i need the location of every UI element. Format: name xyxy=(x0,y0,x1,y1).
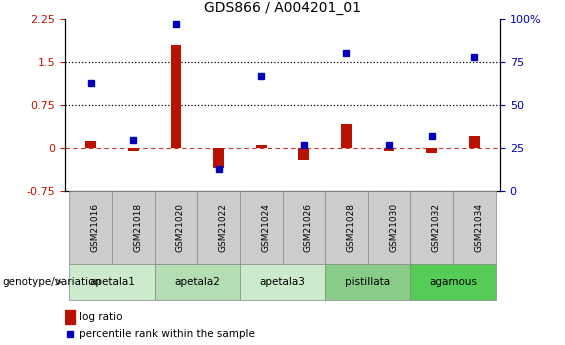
Bar xyxy=(112,191,155,264)
Text: GSM21020: GSM21020 xyxy=(176,203,185,252)
Bar xyxy=(325,191,368,264)
Bar xyxy=(298,148,309,160)
Bar xyxy=(282,191,325,264)
Bar xyxy=(410,264,496,300)
Text: pistillata: pistillata xyxy=(345,277,390,287)
Text: GSM21026: GSM21026 xyxy=(304,203,313,252)
Bar xyxy=(197,191,240,264)
Text: apetala3: apetala3 xyxy=(259,277,306,287)
Bar xyxy=(341,124,352,148)
Bar xyxy=(240,264,325,300)
Bar xyxy=(65,310,75,324)
Bar xyxy=(85,141,96,148)
Text: GSM21030: GSM21030 xyxy=(389,203,398,252)
Bar xyxy=(240,191,282,264)
Bar xyxy=(155,191,197,264)
Text: percentile rank within the sample: percentile rank within the sample xyxy=(79,329,255,339)
Text: GSM21024: GSM21024 xyxy=(261,203,270,252)
Text: agamous: agamous xyxy=(429,277,477,287)
Bar xyxy=(368,191,410,264)
Bar xyxy=(256,146,267,148)
Bar xyxy=(155,264,240,300)
Bar xyxy=(213,148,224,168)
Text: GSM21034: GSM21034 xyxy=(475,203,484,252)
Bar xyxy=(469,136,480,148)
Bar xyxy=(384,148,394,151)
Text: GSM21016: GSM21016 xyxy=(90,203,99,252)
Text: apetala1: apetala1 xyxy=(89,277,135,287)
Bar xyxy=(427,148,437,153)
Bar xyxy=(171,45,181,148)
Title: GDS866 / A004201_01: GDS866 / A004201_01 xyxy=(204,1,361,15)
Bar xyxy=(325,264,410,300)
Text: GSM21018: GSM21018 xyxy=(133,203,142,252)
Bar xyxy=(128,148,138,151)
Text: GSM21032: GSM21032 xyxy=(432,203,441,252)
Text: log ratio: log ratio xyxy=(79,312,123,322)
Text: apetala2: apetala2 xyxy=(174,277,220,287)
Bar xyxy=(453,191,496,264)
Text: genotype/variation: genotype/variation xyxy=(3,277,102,287)
Text: GSM21028: GSM21028 xyxy=(346,203,355,252)
Bar xyxy=(69,264,155,300)
Bar xyxy=(410,191,453,264)
Text: GSM21022: GSM21022 xyxy=(219,203,228,252)
Bar xyxy=(69,191,112,264)
